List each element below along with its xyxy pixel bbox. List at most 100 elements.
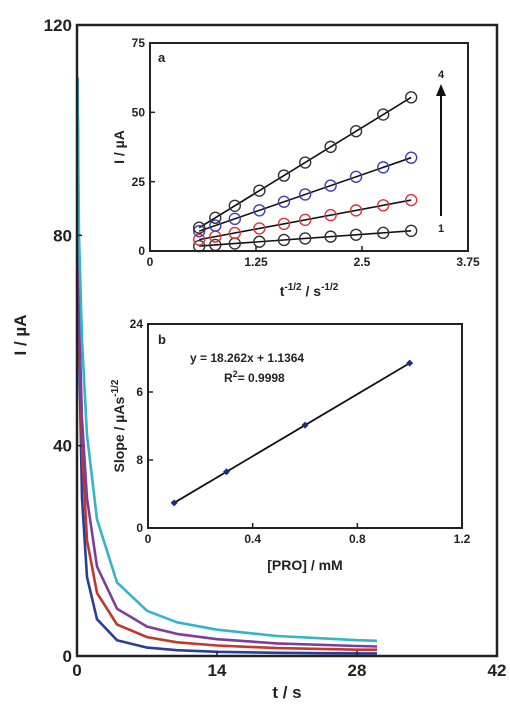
inset-b-x-tick-label: 0: [145, 532, 152, 546]
inset-a-points: [192, 91, 418, 253]
inset-b: 0 0.4 0.8 1.2 0 8 6 24 b y = 18.262x + 1.1364 R…: [110, 312, 474, 577]
inset-a-x-tick-label: 3.75: [456, 255, 480, 269]
inset-b-panel-label: b: [158, 332, 166, 347]
inset-a-data-point: [277, 233, 291, 247]
inset-a-x-tick-label: 2.5: [354, 255, 371, 269]
inset-b-frame: [147, 323, 463, 529]
inset-a-y-axis-label: I / µA: [111, 130, 127, 164]
main-plot-frame: [75, 23, 499, 658]
inset-a-data-point: [324, 230, 337, 243]
inset-a-y-tick-label: 50: [132, 106, 146, 120]
inset-a-data-point: [253, 222, 266, 235]
inset-a-fit-line: [199, 199, 412, 241]
main-series-line: [76, 77, 377, 655]
inset-a-data-point: [349, 204, 363, 217]
inset-a-data-point: [277, 217, 291, 231]
inset-a-data-point: [277, 195, 291, 208]
inset-a-arrow-head: [436, 84, 446, 96]
inset-b-x-tick-label: 1.2: [454, 532, 471, 546]
main-x-tick-label: 0: [72, 661, 81, 680]
inset-a-data-point: [228, 199, 242, 212]
main-x-tick-label: 42: [488, 661, 507, 680]
inset-b-fit-line: [173, 362, 411, 504]
inset-a-data-point: [192, 224, 206, 238]
inset-b-ticks: 0 0.4 0.8 1.2 0 8 6 24: [130, 317, 471, 546]
main-x-tick-label: 28: [348, 661, 367, 680]
inset-a-data-point: [404, 151, 418, 164]
main-series-line: [76, 77, 378, 643]
inset-b-x-tick-label: 0.4: [244, 532, 261, 546]
inset-b-data-point: [301, 421, 309, 429]
inset-a-data-point: [192, 221, 206, 234]
inset-a-data-point: [324, 140, 337, 154]
inset-a-data-point: [377, 108, 390, 121]
inset-a-data-point: [324, 179, 337, 192]
inset-a-annotation-bottom: 1: [438, 223, 444, 235]
inset-a-x-tick-label: 0: [147, 255, 154, 269]
inset-a-y-tick-label: 75: [132, 36, 146, 50]
inset-a-data-point: [298, 213, 312, 227]
inset-b-points: [170, 359, 414, 507]
main-y-tick-label: 40: [53, 437, 72, 456]
inset-a-data-point: [277, 169, 291, 182]
main-y-axis-label: I / µA: [11, 315, 30, 356]
inset-b-x-axis-label: [PRO] / mM: [267, 557, 342, 573]
inset-a-fit-lines: [198, 96, 412, 247]
inset-a-data-point: [192, 233, 206, 246]
inset-a-annotation-top: 4: [438, 69, 445, 81]
inset-b-data-point: [406, 359, 414, 367]
inset-a-data-point: [298, 156, 312, 169]
inset-a-fit-line: [198, 156, 412, 232]
main-x-tick-label: 14: [208, 661, 227, 680]
inset-a-data-point: [228, 226, 242, 240]
inset-a-x-tick-label: 1.25: [244, 255, 268, 269]
inset-b-r-squared: R2= 0.9998: [224, 369, 285, 385]
inset-a-data-point: [377, 199, 390, 212]
inset-a-fit-line: [199, 230, 412, 247]
inset-a-data-point: [377, 161, 390, 174]
inset-a-data-point: [298, 188, 312, 201]
inset-a-data-point: [209, 211, 222, 224]
inset-a-fit-line: [198, 96, 412, 229]
inset-b-y-tick-label: 8: [136, 453, 143, 467]
main-y-tick-label: 120: [44, 16, 72, 35]
inset-b-y-tick-label: 24: [130, 317, 144, 331]
inset-a-data-point: [349, 228, 363, 241]
inset-a-data-point: [253, 184, 266, 197]
main-y-tick-label: 80: [53, 226, 72, 245]
main-series-line: [76, 77, 378, 648]
inset-a-data-point: [209, 219, 222, 232]
inset-a-background: [118, 34, 474, 296]
inset-a-ticks: 0 1.25 2.5 3.75 0 25 50 75: [132, 36, 480, 269]
inset-a-data-point: [404, 91, 418, 104]
main-x-axis-label: t / s: [272, 683, 301, 702]
main-y-tick-label: 0: [63, 647, 72, 666]
inset-b-x-tick-label: 0.8: [349, 532, 366, 546]
inset-a-data-point: [404, 193, 418, 207]
inset-b-y-tick-label: 6: [136, 385, 143, 399]
inset-b-background: [116, 312, 474, 577]
inset-b-data-point: [170, 499, 178, 507]
inset-a-y-tick-label: 25: [132, 175, 146, 189]
inset-b-y-tick-label: 0: [136, 521, 143, 535]
inset-a-data-point: [253, 235, 266, 248]
inset-a-data-point: [298, 232, 312, 245]
inset-a-frame: [149, 42, 469, 252]
main-plot-curves: [76, 77, 378, 655]
inset-a-data-point: [349, 170, 363, 183]
inset-a-data-point: [349, 125, 363, 138]
inset-a-data-point: [228, 212, 242, 226]
inset-a-data-point: [253, 204, 266, 217]
inset-a-data-point: [404, 224, 418, 238]
inset-a-y-tick-label: 0: [138, 244, 145, 258]
inset-a-data-point: [324, 208, 337, 222]
inset-b-equation: y = 18.262x + 1.1364: [190, 351, 304, 365]
inset-a-panel-label: a: [158, 50, 166, 65]
inset-a-data-point: [377, 226, 390, 240]
inset-b-data-point: [223, 468, 230, 476]
inset-a-x-axis-label: t-1/2 / s-1/2: [280, 282, 339, 299]
